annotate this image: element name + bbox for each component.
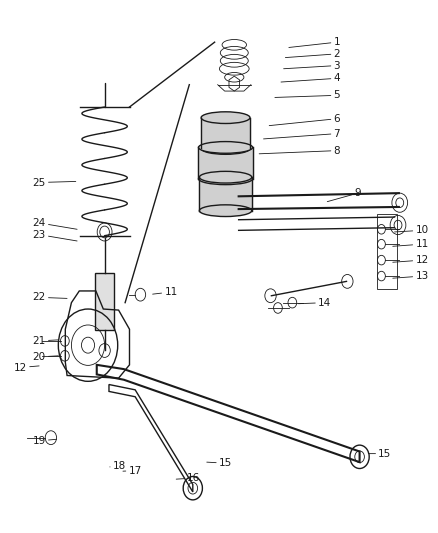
Text: 11: 11 [393,239,429,249]
Text: 25: 25 [32,177,76,188]
Text: 4: 4 [281,74,340,83]
Text: 15: 15 [368,449,392,458]
Ellipse shape [199,205,252,216]
Text: 7: 7 [264,128,340,139]
Text: 2: 2 [286,49,340,59]
Text: 6: 6 [269,114,340,126]
Text: 22: 22 [32,292,67,302]
Text: 23: 23 [32,230,77,241]
Text: 10: 10 [395,225,429,236]
Text: 5: 5 [275,90,340,100]
Text: 8: 8 [259,146,340,156]
Text: 17: 17 [123,466,142,475]
Text: 12: 12 [393,255,429,265]
Ellipse shape [199,171,252,183]
FancyBboxPatch shape [95,273,114,330]
Ellipse shape [201,143,250,155]
Text: 13: 13 [393,271,429,281]
Text: 19: 19 [32,436,57,446]
Text: 16: 16 [176,473,200,483]
Text: 21: 21 [32,336,58,346]
Text: 24: 24 [32,218,77,229]
Text: 9: 9 [327,188,361,201]
Text: 12: 12 [14,362,39,373]
Ellipse shape [198,142,253,154]
Text: 14: 14 [298,297,331,308]
Text: 1: 1 [289,37,340,47]
Ellipse shape [201,112,250,124]
Text: 11: 11 [152,287,177,297]
Text: 15: 15 [207,458,232,468]
Ellipse shape [198,173,253,184]
Text: 18: 18 [110,461,126,471]
Text: 3: 3 [284,61,340,70]
Text: 20: 20 [32,352,58,362]
